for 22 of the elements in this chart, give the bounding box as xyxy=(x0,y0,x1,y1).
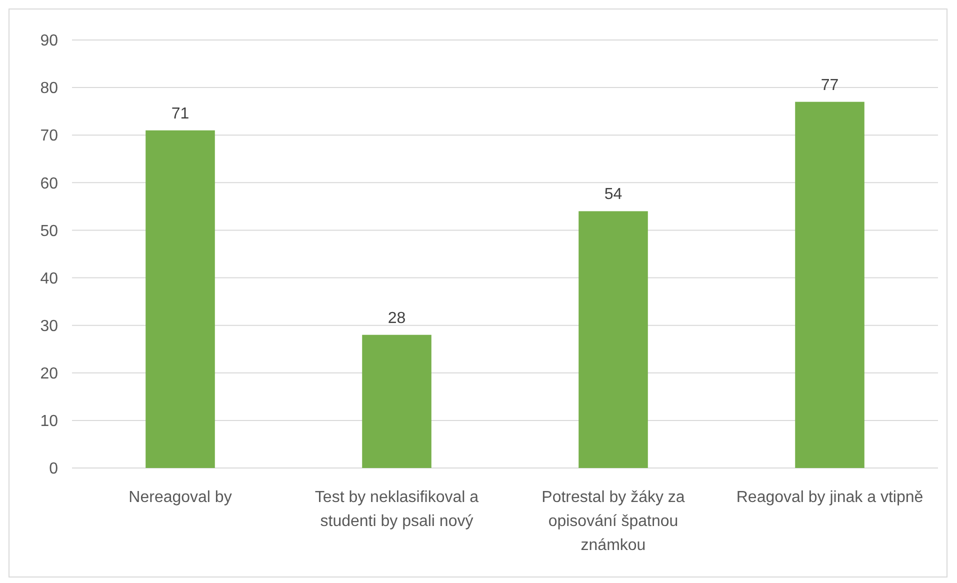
y-tick-label: 20 xyxy=(40,365,58,382)
y-tick-label: 10 xyxy=(40,413,58,430)
bar xyxy=(578,211,648,468)
y-tick-label: 50 xyxy=(40,222,58,240)
data-label: 71 xyxy=(171,105,190,122)
y-tick-label: 90 xyxy=(40,32,58,50)
x-tick-label: Test by neklasifikoval a studenti by psali nový xyxy=(314,489,479,530)
y-tick-label: 40 xyxy=(40,270,58,288)
y-tick-label: 60 xyxy=(40,175,58,192)
bar xyxy=(146,130,215,468)
y-tick-label: 0 xyxy=(49,460,58,478)
x-tick-label: Nereagoval by xyxy=(128,489,232,506)
bar xyxy=(362,334,432,468)
x-tick-label: Potrestal by žáky za opisování špatnou známkou xyxy=(542,489,685,554)
y-tick-label: 70 xyxy=(40,128,58,145)
data-label: 77 xyxy=(820,76,839,94)
y-tick-label: 80 xyxy=(40,80,58,98)
data-label: 28 xyxy=(388,310,406,327)
bar xyxy=(795,102,864,468)
x-tick-label: Reagoval by jinak a vtipně xyxy=(736,489,924,506)
data-label: 54 xyxy=(604,186,622,204)
y-tick-label: 30 xyxy=(40,318,58,335)
